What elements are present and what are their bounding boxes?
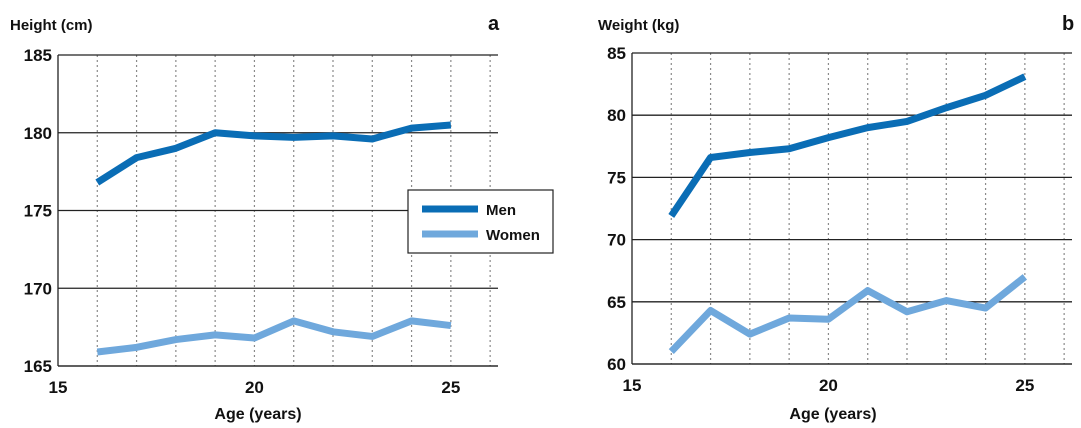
series-line-a-men	[95, 121, 452, 186]
x-tick-label-a-20: 20	[245, 378, 264, 397]
legend-label-men: Men	[486, 202, 516, 219]
y-tick-label-b-60: 60	[607, 355, 626, 374]
x-tick-label-a-15: 15	[49, 378, 68, 397]
y-tick-label-b-80: 80	[607, 106, 626, 125]
y-tick-label-a-175: 175	[24, 202, 52, 221]
y-tick-label-b-75: 75	[607, 168, 626, 187]
y-axis-title-b: Weight (kg)	[598, 17, 679, 34]
x-tick-label-b-25: 25	[1015, 376, 1034, 395]
y-tick-label-b-70: 70	[607, 231, 626, 250]
y-axis-title-a: Height (cm)	[10, 17, 93, 34]
series-line-a-women	[96, 317, 452, 356]
x-axis-title-a: Age (years)	[214, 406, 301, 423]
y-tick-label-b-85: 85	[607, 44, 626, 63]
y-tick-label-a-185: 185	[24, 46, 52, 65]
series-line-b-women	[668, 274, 1028, 354]
y-tick-label-a-170: 170	[24, 279, 52, 298]
y-tick-label-b-65: 65	[607, 293, 626, 312]
y-tick-label-a-180: 180	[24, 124, 52, 143]
x-tick-label-b-20: 20	[819, 376, 838, 395]
x-axis-title-b: Age (years)	[789, 406, 876, 423]
x-tick-label-a-25: 25	[441, 378, 460, 397]
panel-letter-a: a	[488, 13, 500, 35]
panel-letter-b: b	[1062, 13, 1074, 35]
y-tick-label-a-165: 165	[24, 357, 52, 376]
legend-box	[407, 189, 554, 254]
x-tick-label-b-15: 15	[623, 376, 642, 395]
series-line-b-men	[668, 73, 1027, 218]
legend-label-women: Women	[486, 227, 540, 244]
